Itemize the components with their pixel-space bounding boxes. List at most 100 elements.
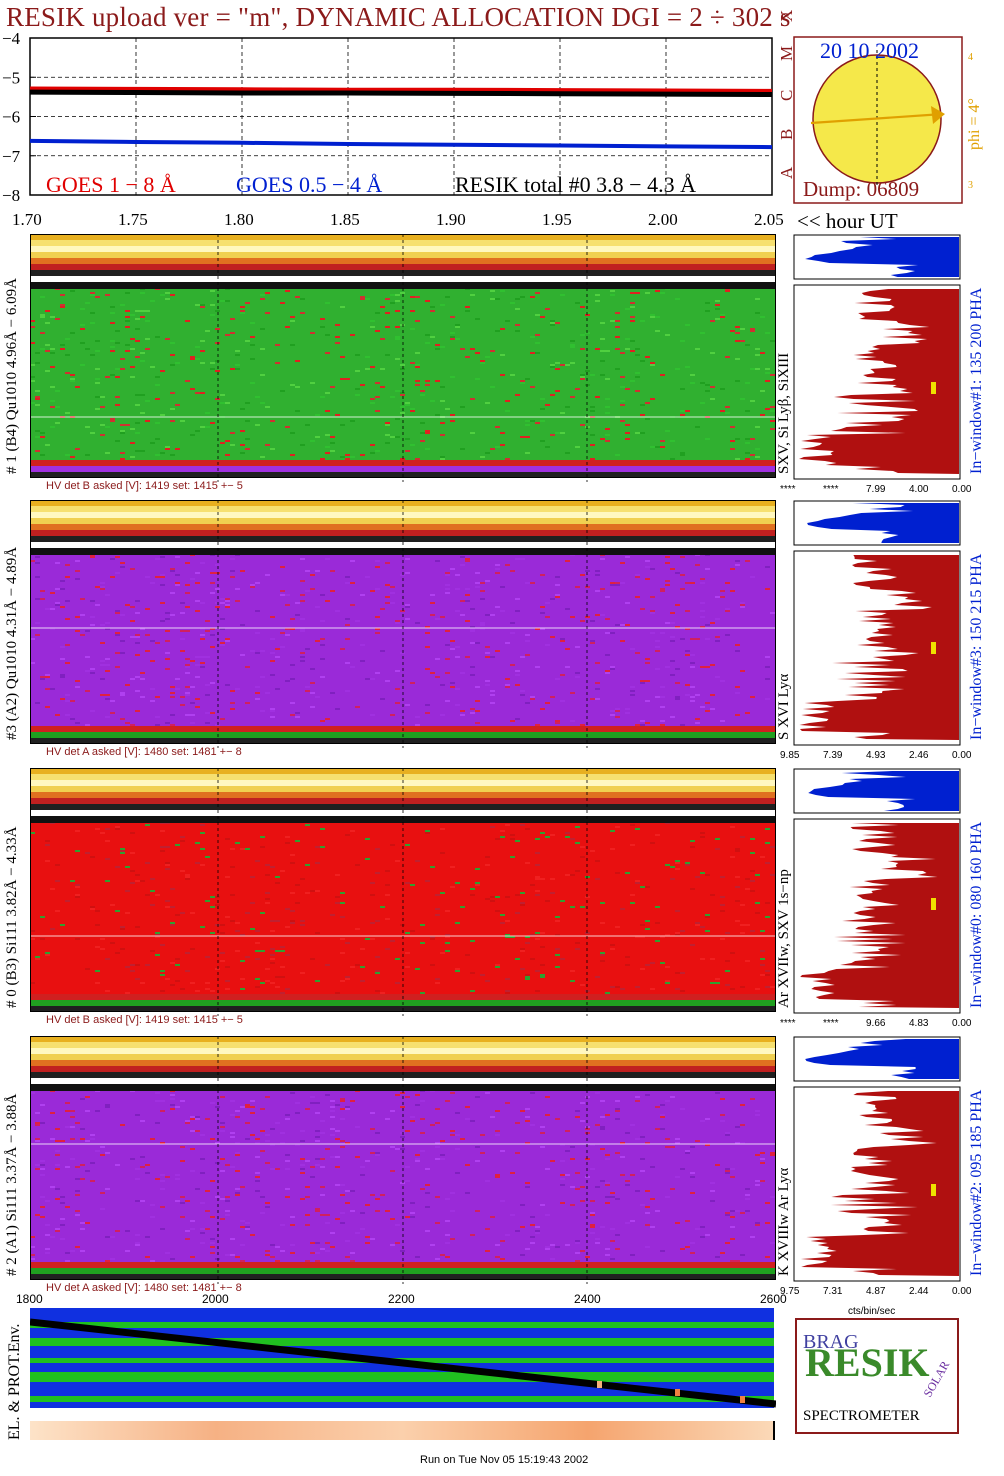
hour-axis: 1.70 1.75 1.80 1.85 1.90 1.95 2.00 2.05: [0, 210, 800, 234]
pha-tick-label: 0.00: [952, 484, 972, 495]
pha-marker: [931, 1184, 936, 1196]
env-x-tick: 2400: [574, 1292, 601, 1306]
pha-histogram-ch0: [793, 768, 961, 1014]
dump-label: Dump: 06809: [803, 177, 920, 201]
page-title: RESIK upload ver = "m", DYNAMIC ALLOCATI…: [6, 2, 791, 32]
series-line-1: [29, 138, 773, 150]
env-x-tick: 2600: [760, 1292, 787, 1306]
pha-histogram-ch3: [793, 500, 961, 746]
pha-marker: [931, 382, 936, 394]
phi-label: phi = 4°: [966, 98, 983, 150]
pha-tick-label: ****: [780, 484, 796, 495]
legend-resik: RESIK total #0 3.8 − 4.3 Å: [455, 172, 696, 197]
pha-tick-label: 9.85: [780, 750, 800, 761]
env-label: EL. & PROT.Env.: [6, 1323, 23, 1440]
orbit-track: [30, 1318, 776, 1408]
pha-marker: [931, 642, 936, 654]
channel-label-ch3: #3 (A2) Qu1010 4.31Å − 4.89Å: [4, 546, 20, 740]
series-line-2: [29, 89, 773, 98]
pha-tick-label: ****: [823, 484, 839, 495]
hour-unit-label: << hour UT: [797, 209, 898, 233]
resik-logo: RESIK BRAG SOLAR SPECTROMETER: [795, 1318, 959, 1434]
phi-tick-bottom: 3: [968, 180, 973, 191]
pha-tick-label: 7.31: [823, 1286, 843, 1297]
pha-tick-label: 2.46: [909, 750, 929, 761]
window-label-ch2: In−window#2: 095 185 PHA: [968, 1089, 985, 1276]
pha-tick-label: ****: [780, 1018, 796, 1029]
pha-tick-label: 4.87: [866, 1286, 886, 1297]
legend-goes-short: GOES 0.5 − 4 Å: [236, 172, 383, 197]
y-tick-label: −4: [2, 30, 21, 48]
y-tick-label: −8: [2, 186, 20, 205]
class-letter: X: [777, 9, 796, 22]
pha-tick-label: 2.44: [909, 1286, 929, 1297]
pha-tick-label: 4.00: [909, 484, 929, 495]
pha-unit-label: cts/bin/sec: [848, 1306, 896, 1317]
y-tick-label: −7: [2, 147, 21, 166]
legend-goes-long: GOES 1 − 8 Å: [46, 172, 176, 197]
x-tick-label: 1.85: [330, 210, 360, 229]
track-marker: [675, 1389, 680, 1396]
spectrogram-ch2: [30, 1036, 776, 1284]
env-x-tick: 1800: [16, 1292, 43, 1306]
spectrogram-ch3: [30, 500, 776, 748]
channel-label-ch2: # 2 (A1) Si111 3.37Å − 3.88Å: [4, 1093, 20, 1276]
env-strip: [30, 1421, 774, 1440]
phi-arrow: [810, 112, 944, 125]
series-line-0: [29, 86, 773, 94]
window-label-ch0: In−window#0: 080 160 PHA: [968, 821, 985, 1008]
track-marker: [740, 1396, 745, 1403]
hv-status-ch2: HV det A asked [V]: 1480 set: 1481 +− 8: [46, 1282, 242, 1294]
pha-tick-label: 7.99: [866, 484, 886, 495]
pha-histogram-ch2: [793, 1036, 961, 1282]
lightcurve-chart: −4 −5 −6 −7 −8: [2, 30, 773, 205]
pha-tick-label: ****: [823, 1018, 839, 1029]
env-chart: [30, 1308, 776, 1440]
spectrogram-ch1: [30, 234, 776, 482]
x-tick-label: 1.95: [542, 210, 572, 229]
footer-run-info: Run on Tue Nov 05 15:19:43 2002: [420, 1454, 589, 1466]
pha-tick-label: 4.93: [866, 750, 886, 761]
pha-marker: [931, 898, 936, 910]
pha-tick-label: 0.00: [952, 1018, 972, 1029]
track-marker: [597, 1381, 602, 1388]
env-x-tick: 2200: [388, 1292, 415, 1306]
logo-letters: RESIK: [805, 1340, 930, 1385]
y-tick-label: −6: [2, 108, 20, 127]
hv-status-ch0: HV det B asked [V]: 1419 set: 1415 +− 5: [46, 1014, 243, 1026]
date-label: 20 10 2002: [820, 38, 919, 63]
pha-tick-label: 0.00: [952, 1286, 972, 1297]
pha-tick-label: 9.75: [780, 1286, 800, 1297]
logo-corner: BRAG: [803, 1331, 859, 1353]
x-tick-label: 1.70: [12, 210, 42, 229]
x-tick-label: 1.90: [436, 210, 466, 229]
lines-label-ch3: S XVI Lyα: [776, 673, 792, 740]
window-label-ch3: In−window#3: 150 215 PHA: [968, 553, 985, 740]
lines-label-ch0: Ar XVIIw, SXV 1s−np: [776, 869, 792, 1008]
x-tick-label: 1.75: [118, 210, 148, 229]
hv-status-ch1: HV det B asked [V]: 1419 set: 1415 +− 5: [46, 480, 243, 492]
pha-tick-label: 4.83: [909, 1018, 929, 1029]
hv-status-ch3: HV det A asked [V]: 1480 set: 1481 +− 8: [46, 746, 242, 758]
arrow-head-icon: [931, 106, 945, 124]
pha-tick-label: 7.39: [823, 750, 843, 761]
pha-histogram-ch1: [793, 234, 961, 480]
env-axis: 1800 2000 2200 2400 2600: [0, 1292, 800, 1312]
channel-label-ch0: # 0 (B3) Si111 3.82Å − 4.33Å: [4, 826, 20, 1008]
sun-position-panel: [793, 36, 963, 204]
x-tick-label: 2.00: [648, 210, 678, 229]
y-tick-label: −5: [2, 68, 20, 87]
channel-label-ch1: # 1 (B4) Qu1010 4.96Å − 6.09Å: [4, 278, 20, 474]
x-tick-label: 1.80: [224, 210, 254, 229]
env-x-tick: 2000: [202, 1292, 229, 1306]
lines-label-ch2: K XVIIIw Ar Lyα: [776, 1167, 792, 1276]
pha-tick-label: 0.00: [952, 750, 972, 761]
x-tick-label: 2.05: [754, 210, 784, 229]
logo-caption: SPECTROMETER: [803, 1408, 920, 1424]
pha-tick-label: 9.66: [866, 1018, 886, 1029]
spectrogram-ch0: [30, 768, 776, 1016]
phi-tick-top: 4: [968, 52, 973, 63]
lines-label-ch1: SXV, Si Lyβ, SiXIII: [776, 352, 792, 474]
window-label-ch1: In−window#1: 135 200 PHA: [968, 287, 985, 474]
